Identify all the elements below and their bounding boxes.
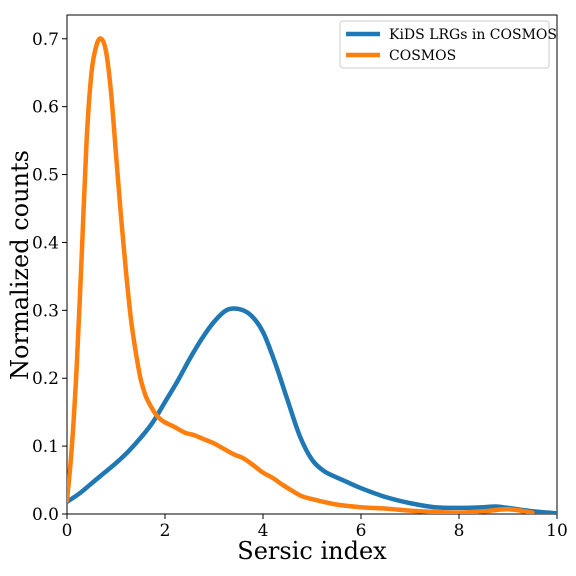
- y-tick-label: 0.2: [32, 369, 59, 389]
- x-tick-label: 0: [62, 521, 73, 541]
- legend-box: [339, 20, 550, 69]
- series-line-0: [67, 306, 557, 514]
- legend: KiDS LRGs in COSMOS COSMOS: [339, 20, 557, 69]
- y-tick-label: 0.7: [32, 30, 59, 50]
- x-tick-label: 6: [356, 521, 367, 541]
- legend-label-0: KiDS LRGs in COSMOS: [389, 27, 557, 43]
- y-tick-label: 0.1: [32, 437, 59, 457]
- ticks: 0 2 4 6 8 10 0.0 0.1 0.2 0.3 0.4 0.5 0.6 0.7: [32, 30, 568, 541]
- series-line-1: [67, 36, 535, 514]
- y-tick-label: 0.6: [32, 98, 59, 118]
- x-tick-label: 10: [546, 521, 568, 541]
- x-tick-label: 8: [454, 521, 465, 541]
- y-tick-label: 0.0: [32, 505, 59, 525]
- plot-frame: [66, 14, 558, 515]
- y-tick-label: 0.5: [32, 166, 59, 186]
- plot-area: [67, 36, 557, 514]
- x-tick-label: 2: [160, 521, 171, 541]
- y-axis-title: Normalized counts: [6, 150, 34, 380]
- x-tick-label: 4: [258, 521, 269, 541]
- y-tick-label: 0.3: [32, 301, 59, 321]
- y-tick-label: 0.4: [32, 233, 59, 253]
- legend-label-1: COSMOS: [389, 48, 456, 64]
- x-axis-title: Sersic index: [237, 537, 387, 565]
